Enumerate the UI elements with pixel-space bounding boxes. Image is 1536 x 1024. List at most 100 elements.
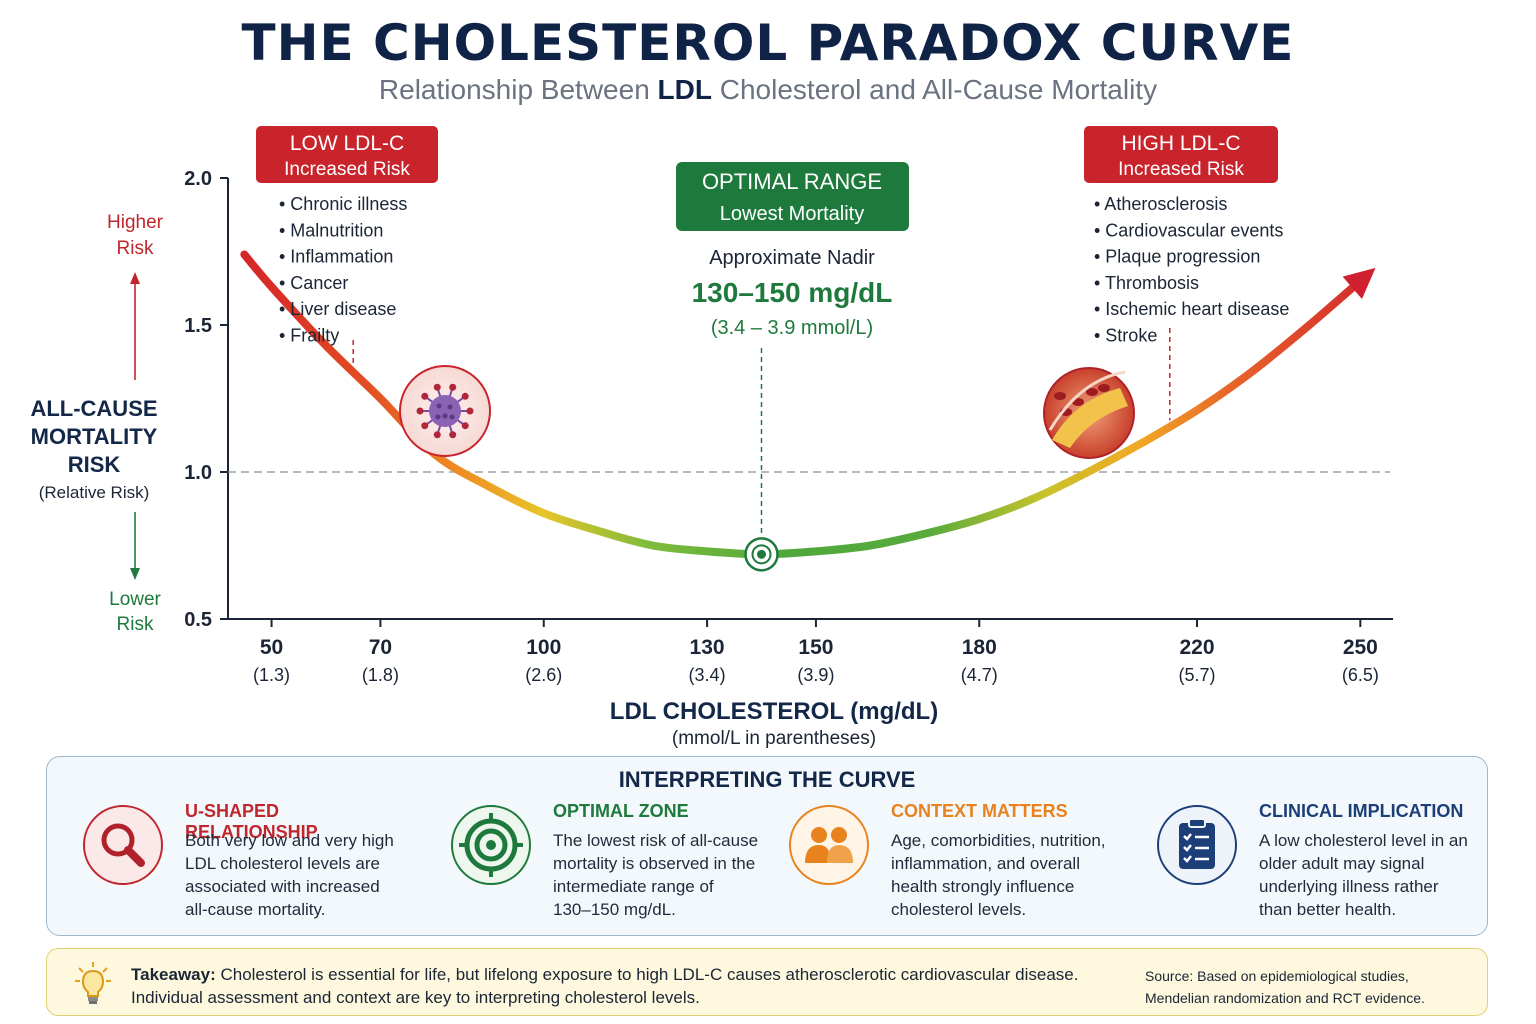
x-axis-subtitle: (mmol/L in parentheses) (672, 728, 876, 749)
virus-spike-tip (449, 431, 457, 439)
virus-spike-tip (421, 392, 429, 400)
text-line: Both very low and very high (185, 831, 394, 850)
low-ldl-item: • Inflammation (279, 247, 393, 267)
optimal-range-subtitle: Lowest Mortality (720, 203, 865, 225)
nadir-target-dot (757, 549, 767, 559)
x-axis-title: LDL CHOLESTEROL (mg/dL) (610, 698, 938, 725)
page-title: THE CHOLESTEROL PARADOX CURVE (241, 14, 1295, 72)
source-note: Source: Based on epidemiological studies… (1145, 965, 1475, 1009)
virus-spike-tip (433, 383, 441, 391)
subtitle-ldl: LDL (657, 74, 712, 105)
y-axis-title-line: ALL-CAUSE (30, 396, 157, 421)
x-tick-sublabel: (4.7) (961, 665, 998, 685)
virus-spot (435, 414, 441, 420)
higher-risk-label: Risk (117, 238, 154, 259)
y-axis-title-line: MORTALITY (31, 424, 158, 449)
text-line: A low cholesterol level in an (1259, 831, 1468, 850)
y-tick-label: 2.0 (184, 168, 212, 190)
takeaway-line-1-text: Cholesterol is essential for life, but l… (215, 965, 1079, 984)
x-tick-label: 130 (690, 636, 725, 659)
higher-risk-label: Higher (107, 212, 164, 233)
target-icon (451, 805, 531, 885)
x-tick-sublabel: (5.7) (1179, 665, 1216, 685)
text-line: Age, comorbidities, nutrition, (891, 831, 1106, 850)
lower-risk-label: Risk (117, 614, 154, 635)
optimal-zone-text: The lowest risk of all-cause mortality i… (553, 829, 778, 921)
page-subtitle: Relationship Between LDL Cholesterol and… (0, 74, 1536, 106)
x-tick-label: 70 (369, 636, 392, 659)
x-tick-sublabel: (2.6) (525, 665, 562, 685)
virus-spike-tip (461, 422, 469, 430)
subtitle-post: Cholesterol and All-Cause Mortality (711, 74, 1158, 105)
x-tick-label: 220 (1179, 636, 1214, 659)
virus-spike-tip (421, 422, 429, 430)
optimal-zone-heading: OPTIMAL ZONE (553, 801, 689, 821)
text-line: health strongly influence (891, 877, 1075, 896)
artery-icon (1043, 367, 1135, 459)
clinical-heading: CLINICAL IMPLICATION (1259, 801, 1464, 821)
y-axis-title-line: RISK (68, 452, 121, 477)
text-line: inflammation, and overall (891, 854, 1080, 873)
x-tick-sublabel: (6.5) (1342, 665, 1379, 685)
mortality-chart: 0.5 1.0 1.5 2.0 50 (1.3) 70 (1.8) 100 (2.6) 130 (3.… (30, 126, 1393, 749)
clinical-card: CLINICAL IMPLICATION A low cholesterol l… (1139, 801, 1489, 931)
takeaway-line-1: Takeaway: Cholesterol is essential for l… (131, 963, 1091, 986)
source-line-2: Mendelian randomization and RCT evidence… (1145, 990, 1425, 1006)
virus-body (429, 395, 461, 427)
y-tick-label: 1.5 (184, 315, 212, 337)
artery-plaque (1052, 388, 1128, 448)
x-tick-label: 100 (526, 636, 561, 659)
interpretation-panel: INTERPRETING THE CURVE U-SHAPED RELATION… (46, 756, 1488, 936)
u-shaped-heading: U-SHAPED RELATIONSHIP (185, 801, 318, 842)
nadir-target-ring (751, 544, 772, 565)
text-line: associated with increased (185, 877, 380, 896)
text-line: LDL cholesterol levels are (185, 854, 380, 873)
low-ldl-badge (256, 126, 438, 183)
nadir-range-mmol: (3.4 – 3.9 mmol/L) (711, 317, 873, 339)
clipboard-icon (1157, 805, 1237, 885)
y-axis-subtitle: (Relative Risk) (39, 483, 150, 502)
virus-spike-tip (416, 407, 424, 415)
high-ldl-item: • Cardiovascular events (1094, 220, 1283, 240)
lower-risk-arrow-head (130, 568, 140, 580)
magnifier-icon (83, 805, 163, 885)
optimal-zone-card: OPTIMAL ZONE The lowest risk of all-caus… (433, 801, 783, 931)
text-line: intermediate range of (553, 877, 714, 896)
text-line: underlying illness rather (1259, 877, 1439, 896)
takeaway-line-2: Individual assessment and context are ke… (131, 988, 700, 1007)
curve-arrowhead (1342, 267, 1376, 300)
high-ldl-title: HIGH LDL-C (1121, 132, 1240, 155)
nadir-label: Approximate Nadir (709, 247, 875, 269)
mortality-curve (240, 250, 1365, 559)
nadir-range-mgdl: 130–150 mg/dL (692, 277, 893, 308)
low-ldl-item: • Liver disease (279, 299, 396, 319)
blood-cell (1098, 384, 1110, 392)
high-ldl-item: • Atherosclerosis (1094, 194, 1227, 214)
virus-spot (442, 413, 448, 419)
high-ldl-item: • Stroke (1094, 326, 1157, 346)
high-ldl-subtitle: Increased Risk (1118, 159, 1244, 180)
u-shaped-text: Both very low and very high LDL choleste… (185, 829, 410, 921)
lightbulb-icon (75, 962, 111, 1004)
subtitle-pre: Relationship Between (378, 74, 658, 105)
x-tick-sublabel: (1.3) (253, 665, 290, 685)
high-ldl-item: • Ischemic heart disease (1094, 299, 1289, 319)
text-line: all-cause mortality. (185, 900, 326, 919)
optimal-range-title: OPTIMAL RANGE (702, 169, 882, 194)
x-tick-sublabel: (3.4) (689, 665, 726, 685)
x-tick-label: 150 (798, 636, 833, 659)
low-ldl-item: • Malnutrition (279, 220, 383, 240)
text-line: cholesterol levels. (891, 900, 1027, 919)
takeaway-text: Takeaway: Cholesterol is essential for l… (131, 963, 1091, 1009)
high-ldl-badge (1084, 126, 1278, 183)
text-line: than better health. (1259, 900, 1397, 919)
virus-spot (436, 403, 442, 409)
context-card: CONTEXT MATTERS Age, comorbidities, nutr… (771, 801, 1121, 931)
context-heading: CONTEXT MATTERS (891, 801, 1068, 821)
higher-risk-arrow-head (130, 272, 140, 284)
optimal-range-badge (676, 162, 909, 231)
low-ldl-subtitle: Increased Risk (284, 159, 410, 180)
text-line: older adult may signal (1259, 854, 1425, 873)
low-ldl-item: • Cancer (279, 273, 348, 293)
text-line: 130–150 mg/dL. (553, 900, 676, 919)
